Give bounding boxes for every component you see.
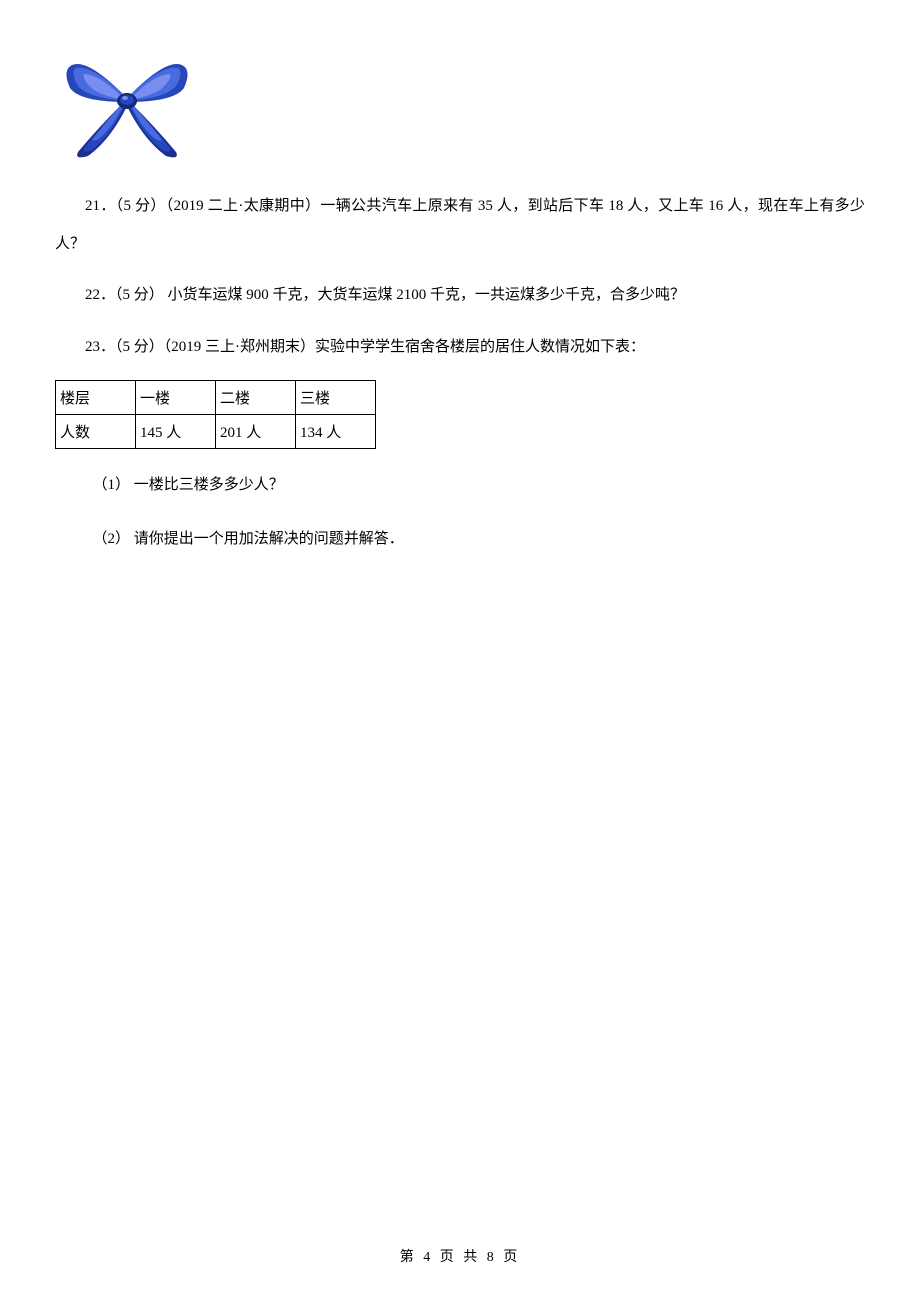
table-cell: 145 人	[136, 415, 216, 449]
table-header-cell: 楼层	[56, 381, 136, 415]
table-cell: 人数	[56, 415, 136, 449]
question-23: 23．（5 分）（2019 三上·郑州期末）实验中学学生宿舍各楼层的居住人数情况…	[55, 329, 865, 367]
table-cell: 201 人	[216, 415, 296, 449]
table-row: 人数 145 人 201 人 134 人	[56, 415, 376, 449]
floor-population-table: 楼层 一楼 二楼 三楼 人数 145 人 201 人 134 人	[55, 380, 376, 449]
table-cell: 134 人	[296, 415, 376, 449]
question-21: 21．（5 分）（2019 二上·太康期中）一辆公共汽车上原来有 35 人，到站…	[55, 188, 865, 263]
question-23-sub1: （1） 一楼比三楼多多少人？	[55, 467, 865, 503]
question-22: 22．（5 分） 小货车运煤 900 千克，大货车运煤 2100 千克，一共运煤…	[55, 277, 865, 315]
table-header-row: 楼层 一楼 二楼 三楼	[56, 381, 376, 415]
question-23-sub2: （2） 请你提出一个用加法解决的问题并解答．	[55, 521, 865, 557]
table-header-cell: 三楼	[296, 381, 376, 415]
table-header-cell: 一楼	[136, 381, 216, 415]
table-header-cell: 二楼	[216, 381, 296, 415]
page-footer: 第 4 页 共 8 页	[0, 1246, 920, 1266]
ribbon-bow-icon	[60, 50, 865, 170]
